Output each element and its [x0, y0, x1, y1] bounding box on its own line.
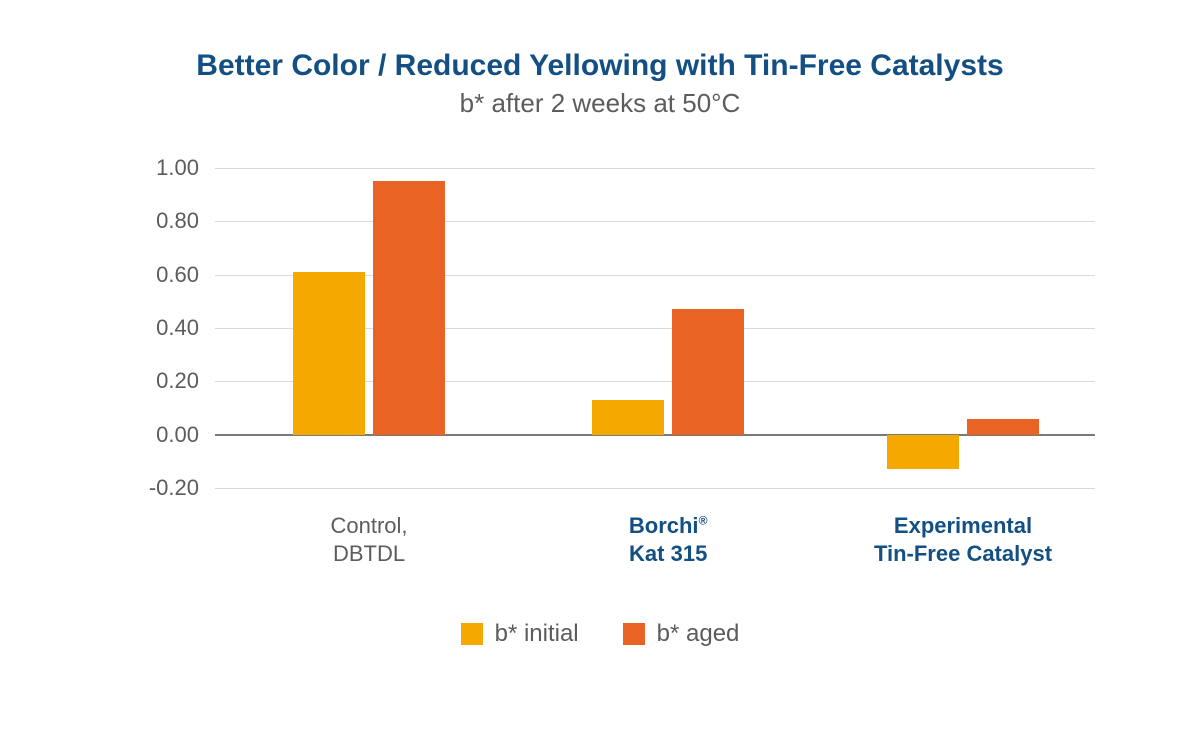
- legend-swatch: [623, 623, 645, 645]
- chart-subtitle: b* after 2 weeks at 50°C: [0, 88, 1200, 119]
- bar: [293, 272, 365, 435]
- y-tick-label: 0.40: [156, 315, 215, 341]
- legend-item: b* initial: [461, 620, 579, 648]
- x-category-label-line1: Control,: [219, 512, 519, 540]
- plot-area: -0.200.000.200.400.600.801.00Control,DBT…: [215, 168, 1095, 488]
- y-tick-label: 0.80: [156, 208, 215, 234]
- x-category-label-line2: DBTDL: [219, 540, 519, 568]
- bar: [672, 309, 744, 434]
- x-category-label-line2: Tin-Free Catalyst: [813, 540, 1113, 568]
- x-category-label-line2: Kat 315: [518, 540, 818, 568]
- bar: [373, 181, 445, 434]
- x-category-label: ExperimentalTin-Free Catalyst: [813, 488, 1113, 567]
- bar: [592, 400, 664, 435]
- x-category-label-line1: Borchi®: [518, 512, 818, 540]
- chart-title: Better Color / Reduced Yellowing with Ti…: [0, 48, 1200, 84]
- y-tick-label: 0.60: [156, 262, 215, 288]
- legend-label: b* aged: [657, 620, 740, 648]
- y-tick-label: 0.00: [156, 422, 215, 448]
- x-category-label-line1: Experimental: [813, 512, 1113, 540]
- y-tick-label: -0.20: [149, 475, 215, 501]
- legend-item: b* aged: [623, 620, 740, 648]
- y-tick-label: 0.20: [156, 368, 215, 394]
- bar: [967, 419, 1039, 435]
- legend-label: b* initial: [495, 620, 579, 648]
- x-category-label: Borchi®Kat 315: [518, 488, 818, 567]
- y-tick-label: 1.00: [156, 155, 215, 181]
- legend-swatch: [461, 623, 483, 645]
- gridline: [215, 168, 1095, 169]
- x-category-label: Control,DBTDL: [219, 488, 519, 567]
- bar: [887, 435, 959, 470]
- gridline: [215, 221, 1095, 222]
- chart-container: Better Color / Reduced Yellowing with Ti…: [0, 0, 1200, 736]
- legend: b* initial b* aged: [0, 620, 1200, 652]
